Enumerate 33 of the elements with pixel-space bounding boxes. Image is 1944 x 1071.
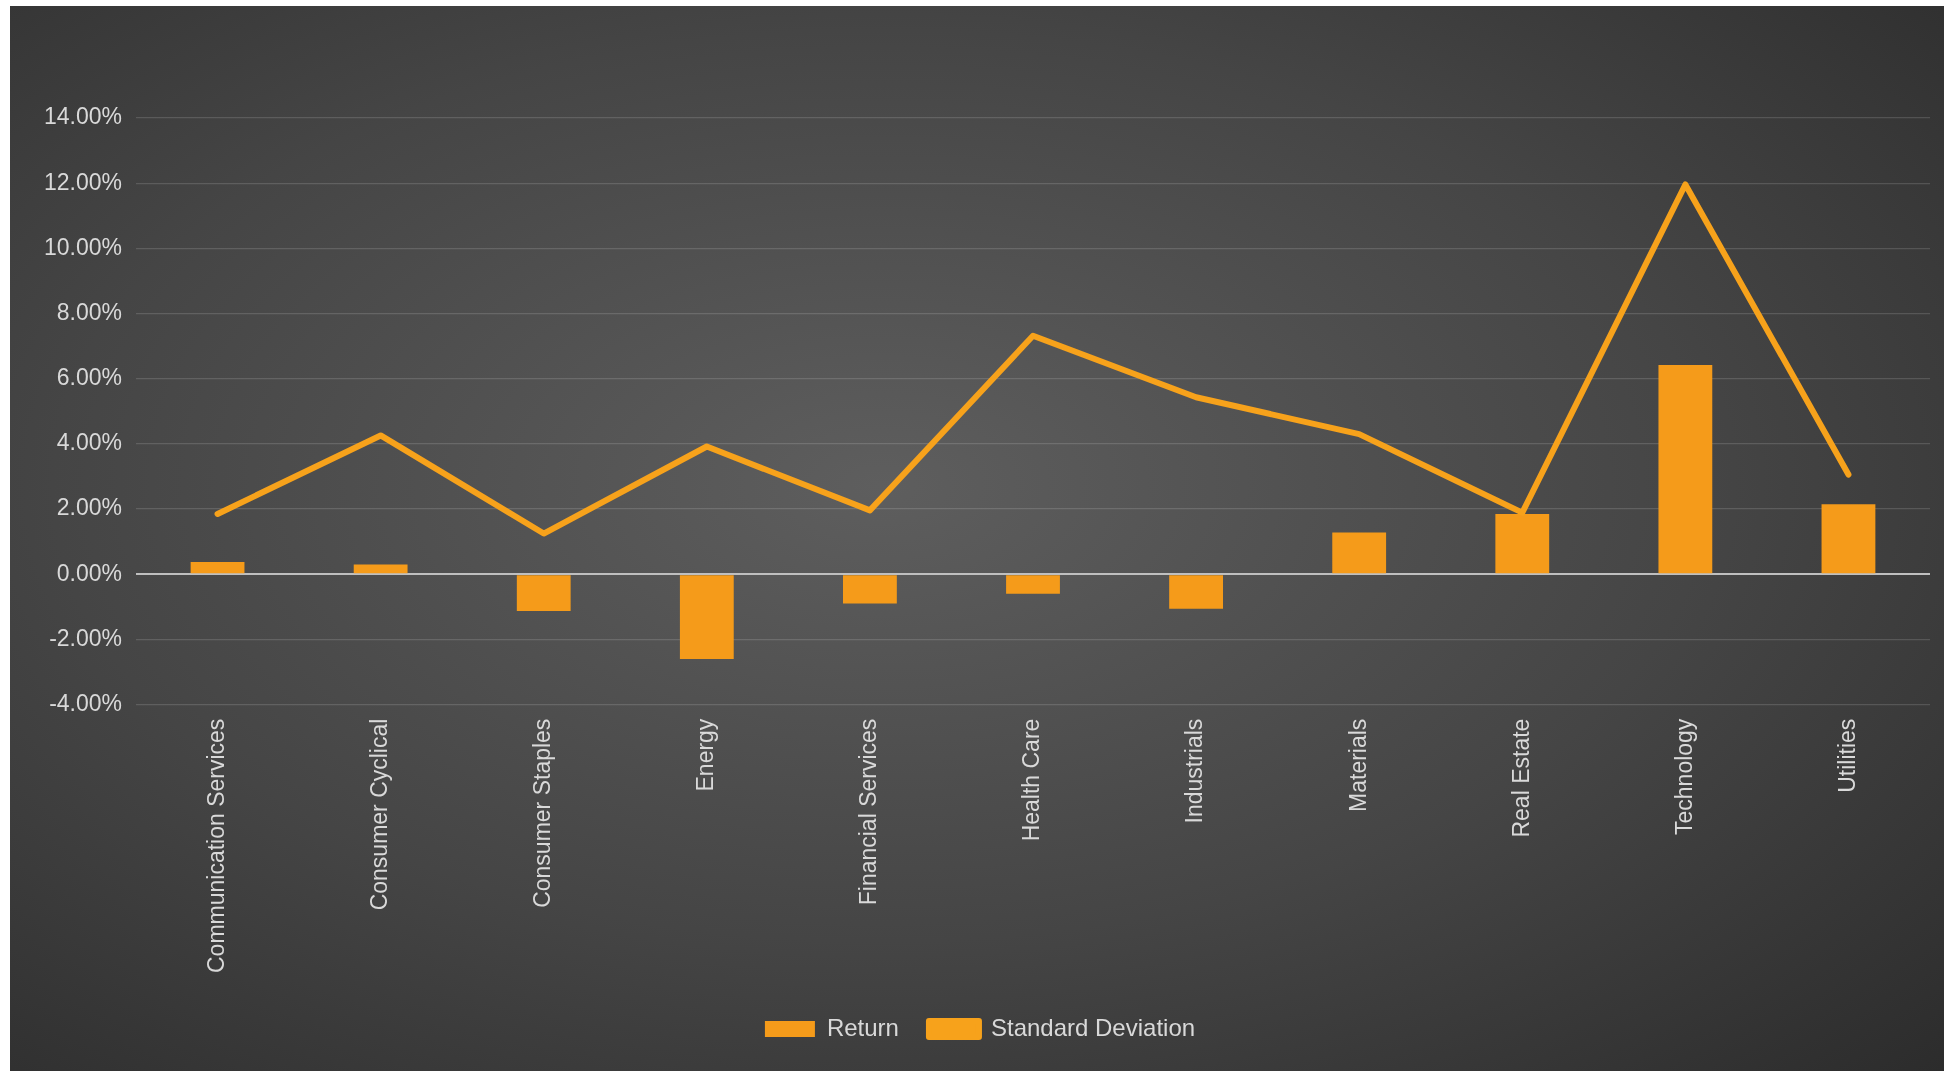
y-tick-label: 6.00% (56, 364, 123, 391)
x-tick-label: Energy (692, 718, 719, 792)
bar (353, 564, 408, 574)
bar (190, 561, 245, 574)
x-tick-label: Consumer Cyclical (365, 718, 392, 911)
y-tick-label: 8.00% (56, 298, 123, 325)
x-tick-label: Consumer Staples (529, 718, 556, 908)
x-tick-label: Real Estate (1507, 718, 1534, 838)
x-tick-label: Health Care (1018, 718, 1045, 842)
y-tick-label: 14.00% (43, 103, 123, 130)
x-tick-label: Communication Services (202, 718, 229, 973)
bar (516, 575, 571, 612)
bar (1332, 532, 1387, 574)
y-tick-label: 0.00% (56, 559, 123, 586)
x-tick-label: Financial Services (855, 718, 882, 906)
bar (679, 575, 734, 659)
x-tick-label: Technology (1670, 718, 1697, 835)
legend-label: Return (826, 1013, 899, 1041)
y-tick-label: 10.00% (43, 233, 123, 260)
x-tick-label: Utilities (1833, 718, 1860, 793)
legend-label: Standard Deviation (990, 1013, 1196, 1041)
y-tick-label: -2.00% (49, 624, 123, 651)
bar (1169, 575, 1223, 609)
y-tick-label: 2.00% (56, 494, 123, 521)
bar (1006, 575, 1060, 594)
x-tick-label: Materials (1344, 718, 1371, 812)
x-tick-label: Industrials (1181, 718, 1208, 824)
bar (843, 575, 897, 604)
y-tick-label: 4.00% (56, 429, 123, 456)
y-tick-label: 12.00% (43, 168, 123, 195)
bar (1821, 504, 1876, 574)
y-tick-label: -4.00% (49, 689, 123, 716)
bar (1658, 365, 1713, 574)
